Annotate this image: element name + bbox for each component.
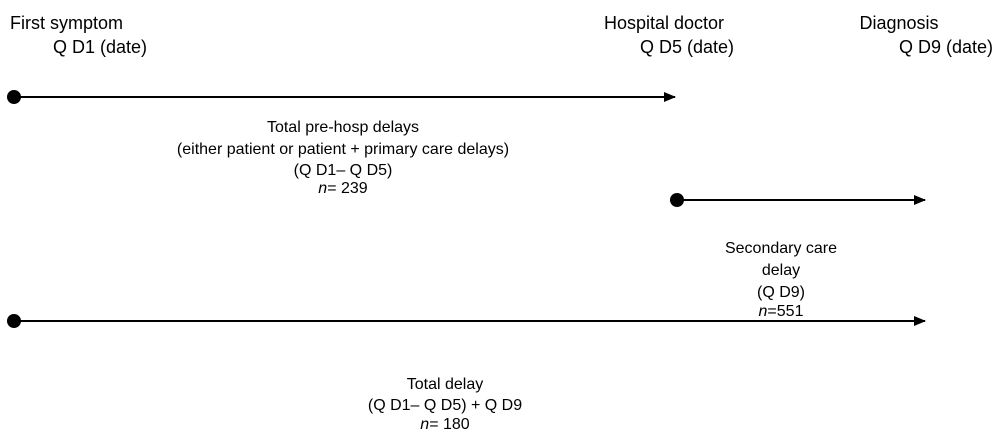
n-symbol: n	[759, 303, 768, 320]
node-sublabel: Q D9 (date)	[899, 37, 993, 57]
n-symbol: n	[420, 416, 429, 433]
node-label: Hospital doctor	[604, 13, 724, 33]
n-symbol: n	[318, 180, 327, 197]
arrow-count: n= 180	[420, 416, 469, 433]
arrow-label: delay	[762, 262, 800, 279]
arrow-label: (either patient or patient + primary car…	[177, 141, 509, 158]
arrow-label: Secondary care	[725, 240, 837, 257]
n-value: =551	[767, 303, 803, 320]
node-sublabel: Q D1 (date)	[53, 37, 147, 57]
node-label: Diagnosis	[859, 13, 938, 33]
arrow-label: Total delay	[407, 376, 484, 393]
arrow-label: (Q D1– Q D5)	[294, 162, 393, 179]
arrow-label: (Q D1– Q D5) + Q D9	[368, 397, 522, 414]
n-value: = 239	[327, 180, 368, 197]
node-label: First symptom	[10, 13, 123, 33]
arrow-label: Total pre-hosp delays	[267, 119, 419, 136]
arrow-label: (Q D9)	[757, 284, 805, 301]
n-value: = 180	[429, 416, 470, 433]
arrow-count: n= 239	[318, 180, 367, 197]
arrow-count: n=551	[759, 303, 804, 320]
node-sublabel: Q D5 (date)	[640, 37, 734, 57]
